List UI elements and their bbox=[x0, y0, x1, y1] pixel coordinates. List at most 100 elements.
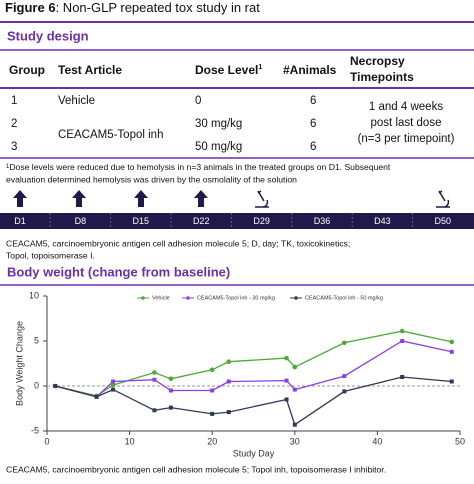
point bbox=[53, 384, 58, 388]
point bbox=[94, 394, 99, 399]
day-label: D50 bbox=[435, 216, 452, 226]
day-label: D43 bbox=[374, 216, 391, 226]
footnote-text: Dose levels were reduced due to hemolysi… bbox=[9, 162, 391, 172]
day-label: D8 bbox=[75, 216, 87, 226]
section-title: Body weight (change from baseline) bbox=[7, 264, 230, 279]
point bbox=[292, 387, 297, 392]
x-tick-label: 50 bbox=[455, 436, 465, 446]
point bbox=[449, 349, 454, 354]
point bbox=[210, 411, 215, 416]
dose-arrow bbox=[13, 190, 27, 207]
point bbox=[449, 339, 455, 345]
td: Vehicle bbox=[58, 95, 95, 107]
legend-label: CEACAM5-Topol inh - 30 mg/kg bbox=[197, 295, 275, 301]
title-text: : Non-GLP repeated tox study in rat bbox=[56, 0, 261, 15]
th: Test Article bbox=[58, 63, 122, 77]
td: 1 and 4 weeks bbox=[369, 101, 443, 113]
point bbox=[292, 364, 298, 370]
footnote: 1Dose levels were reduced due to hemolys… bbox=[6, 162, 391, 172]
td: 3 bbox=[11, 141, 17, 153]
dose-arrow bbox=[194, 190, 208, 207]
point bbox=[152, 377, 157, 382]
y-axis-label: Body Weight Change bbox=[14, 321, 24, 406]
chart: -5 0 5 10 0 10 20 30 40 50 Study Day Body Weight Ch… bbox=[14, 290, 465, 458]
y-tick-label: 0 bbox=[34, 380, 39, 390]
y-tick-label: -5 bbox=[31, 425, 39, 435]
point bbox=[226, 359, 232, 365]
point bbox=[226, 410, 231, 415]
x-tick-label: 40 bbox=[372, 436, 382, 446]
legend-marker bbox=[141, 296, 145, 300]
point bbox=[168, 376, 174, 382]
x-tick-label: 30 bbox=[290, 436, 300, 446]
y-tick-label: 10 bbox=[29, 290, 39, 300]
th-text: Dose Level bbox=[195, 63, 258, 77]
page-title: Figure 6: Non-GLP repeated tox study in … bbox=[5, 0, 260, 15]
legend-label: CEACAM5-Topol inh - 50 mg/kg bbox=[305, 295, 383, 301]
day-label: D36 bbox=[314, 216, 331, 226]
point bbox=[449, 379, 454, 384]
dose-arrows bbox=[13, 190, 208, 207]
abbreviations: Topol, topoisomerase I. bbox=[6, 250, 95, 260]
necropsy-icons bbox=[255, 190, 450, 208]
day-label: D15 bbox=[133, 216, 150, 226]
point bbox=[342, 389, 347, 394]
td: (n=3 per timepoint) bbox=[358, 133, 455, 145]
series-line bbox=[55, 330, 452, 397]
point bbox=[399, 328, 405, 334]
point bbox=[226, 379, 231, 384]
footnote: evaluation determined hemolysis was driv… bbox=[6, 174, 297, 184]
figure-label: Figure 6 bbox=[5, 0, 56, 15]
legend-label: Vehicle bbox=[152, 295, 170, 301]
td: 30 mg/kg bbox=[195, 118, 242, 130]
point bbox=[152, 370, 157, 375]
day-label: D1 bbox=[14, 216, 26, 226]
legend-marker bbox=[294, 296, 298, 300]
point bbox=[210, 388, 215, 393]
point bbox=[168, 405, 173, 410]
point bbox=[292, 422, 297, 427]
dose-arrow bbox=[134, 190, 148, 207]
th: Group bbox=[9, 63, 45, 77]
timeline-days: D1 D8 D15 D22 D29 D36 D43 D50 bbox=[14, 213, 451, 229]
y-tick-label: 5 bbox=[34, 335, 39, 345]
th: Timepoints bbox=[350, 70, 414, 84]
point bbox=[342, 340, 347, 346]
point bbox=[284, 397, 289, 402]
point bbox=[284, 355, 289, 361]
td: 0 bbox=[195, 95, 201, 107]
td: 6 bbox=[310, 118, 316, 130]
abbreviations: CEACAM5, carcinoembryonic antigen cell a… bbox=[6, 238, 350, 248]
td: 1 bbox=[11, 95, 17, 107]
point bbox=[209, 367, 215, 373]
point bbox=[111, 387, 116, 392]
th: Dose Level1 bbox=[195, 63, 262, 77]
td: 6 bbox=[310, 95, 316, 107]
footnote-marker: 1 bbox=[6, 164, 10, 170]
timeline-bar bbox=[0, 213, 474, 229]
legend-marker bbox=[186, 296, 190, 300]
point bbox=[400, 375, 405, 379]
td: 6 bbox=[310, 141, 316, 153]
point bbox=[111, 379, 116, 384]
td: 2 bbox=[11, 118, 17, 130]
th-sup: 1 bbox=[258, 64, 262, 71]
bottom-note: CEACAM5, carcinoembryonic antigen cell a… bbox=[6, 464, 386, 474]
x-tick-label: 0 bbox=[44, 436, 49, 446]
series-line bbox=[55, 340, 452, 398]
point bbox=[152, 408, 157, 413]
day-label: D29 bbox=[253, 216, 270, 226]
series-line bbox=[55, 376, 452, 426]
point bbox=[284, 378, 289, 383]
day-label: D22 bbox=[193, 216, 210, 226]
td: post last dose bbox=[371, 117, 442, 129]
x-axis-label: Study Day bbox=[233, 448, 275, 458]
point bbox=[110, 382, 116, 388]
microscope bbox=[255, 190, 269, 208]
microscope bbox=[436, 190, 450, 208]
th: Necropsy bbox=[350, 54, 405, 68]
point bbox=[400, 339, 405, 343]
td: CEACAM5-Topol inh bbox=[58, 129, 163, 141]
point bbox=[342, 374, 347, 379]
